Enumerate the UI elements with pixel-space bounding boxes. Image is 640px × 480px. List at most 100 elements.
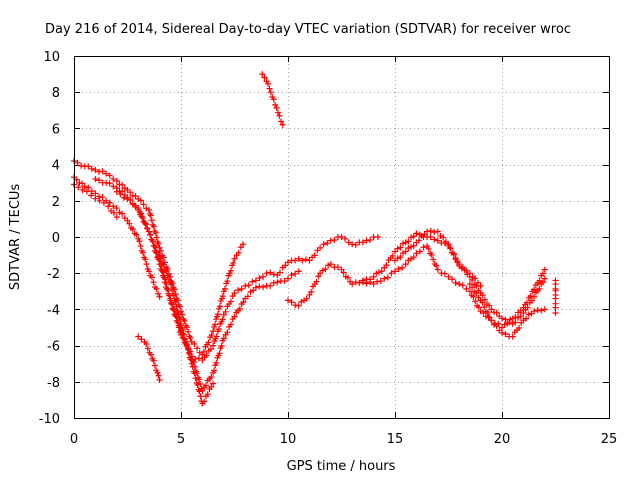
- data-point: [189, 363, 196, 370]
- data-point: [210, 380, 217, 387]
- data-point: [525, 311, 532, 318]
- data-point: [231, 255, 238, 262]
- data-point: [340, 269, 347, 276]
- x-axis-label: GPS time / hours: [287, 459, 396, 474]
- data-point: [172, 298, 179, 305]
- data-point: [427, 234, 434, 241]
- data-point: [485, 313, 492, 320]
- data-point: [427, 227, 434, 234]
- data-point: [160, 261, 167, 268]
- data-point: [420, 244, 427, 251]
- data-point: [99, 194, 106, 201]
- data-point: [377, 278, 384, 285]
- data-point: [135, 333, 142, 340]
- data-point: [227, 298, 234, 305]
- data-point: [201, 398, 208, 405]
- data-point: [208, 332, 215, 339]
- data-point: [227, 321, 234, 328]
- data-point: [157, 255, 164, 262]
- data-point: [173, 303, 180, 310]
- data-point: [317, 270, 324, 277]
- data-point: [95, 177, 102, 184]
- data-point: [150, 223, 157, 230]
- data-point: [388, 270, 395, 277]
- data-point: [129, 226, 136, 233]
- data-point: [143, 261, 150, 268]
- data-point: [216, 303, 223, 310]
- data-point: [199, 387, 206, 394]
- data-point: [281, 278, 288, 285]
- y-tick-label: -10: [39, 412, 60, 427]
- data-point: [413, 250, 420, 257]
- data-point: [137, 243, 144, 250]
- data-point: [230, 259, 237, 266]
- data-point: [416, 248, 423, 255]
- data-point: [397, 244, 404, 251]
- data-point: [148, 274, 155, 281]
- data-point: [179, 311, 186, 318]
- data-point: [402, 261, 409, 268]
- data-point: [208, 383, 215, 390]
- data-point: [434, 228, 441, 235]
- series-track-9: [285, 243, 548, 340]
- data-point: [113, 214, 120, 221]
- data-point: [187, 356, 194, 363]
- data-point: [270, 96, 277, 103]
- data-point: [413, 230, 420, 237]
- data-point: [75, 184, 82, 191]
- data-point: [260, 284, 267, 291]
- data-point: [92, 190, 99, 197]
- data-point: [156, 376, 163, 383]
- data-point: [531, 286, 538, 293]
- data-point: [170, 292, 177, 299]
- data-point: [161, 279, 168, 286]
- data-point: [224, 278, 231, 285]
- data-point: [306, 291, 313, 298]
- data-point: [285, 259, 291, 266]
- data-point: [219, 293, 226, 300]
- data-point: [373, 270, 380, 277]
- data-point: [374, 278, 381, 285]
- data-point: [145, 206, 152, 213]
- data-point: [180, 331, 187, 338]
- data-point: [334, 264, 341, 271]
- data-point: [119, 210, 126, 217]
- data-point: [79, 186, 86, 193]
- series-track-8: [259, 71, 286, 128]
- data-point: [92, 176, 99, 183]
- data-point: [375, 269, 382, 276]
- data-point: [276, 112, 283, 119]
- data-point: [383, 262, 390, 269]
- data-point: [244, 293, 251, 300]
- data-point: [449, 276, 456, 283]
- data-point: [187, 334, 194, 341]
- data-point: [260, 273, 267, 280]
- data-point: [392, 248, 398, 255]
- data-point: [110, 209, 117, 216]
- data-point: [157, 247, 164, 254]
- data-point: [322, 266, 329, 273]
- y-tick-label: 2: [52, 195, 60, 210]
- data-point: [113, 188, 120, 195]
- chart-title: Day 216 of 2014, Sidereal Day-to-day VTE…: [45, 22, 571, 37]
- data-point: [479, 299, 486, 306]
- data-point: [100, 199, 107, 206]
- data-point: [236, 305, 243, 312]
- data-point: [523, 315, 530, 322]
- data-point: [456, 281, 463, 288]
- data-point: [202, 382, 209, 389]
- data-point: [177, 316, 184, 323]
- data-point: [184, 345, 191, 352]
- data-point: [150, 243, 157, 250]
- y-tick-label: -4: [47, 303, 60, 318]
- data-point: [194, 381, 201, 388]
- series-track-3: [71, 181, 120, 221]
- data-point: [145, 228, 152, 235]
- data-point: [181, 317, 188, 324]
- data-point: [227, 267, 234, 274]
- data-point: [454, 258, 461, 265]
- y-tick-label: 4: [52, 159, 60, 174]
- data-point: [127, 197, 134, 204]
- data-point: [338, 234, 345, 240]
- data-point: [516, 324, 523, 331]
